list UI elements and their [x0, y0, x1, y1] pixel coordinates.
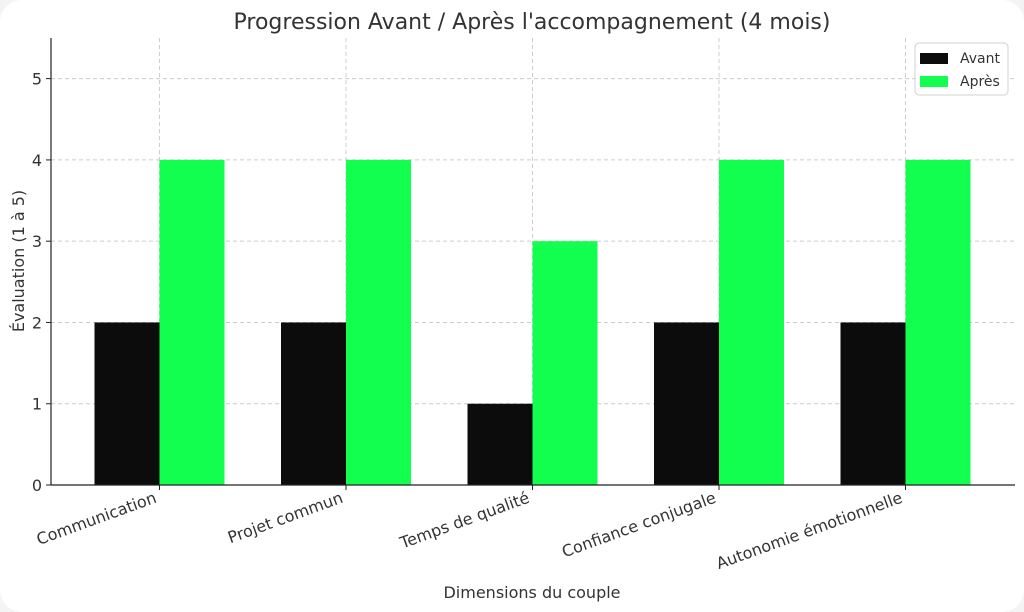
bar-avant [840, 322, 906, 485]
x-axis-label: Dimensions du couple [443, 583, 620, 602]
y-tick-label: 1 [32, 395, 42, 414]
legend: Avant Après [914, 42, 1009, 96]
bar-après [719, 159, 784, 485]
bar-après [346, 159, 411, 485]
y-tick-label: 0 [32, 476, 42, 495]
legend-label: Après [960, 74, 1000, 90]
y-tick-label: 3 [32, 232, 42, 251]
x-ticks: Communication Projet commun Temps de quali… [34, 485, 906, 573]
x-tick-label: Projet commun [225, 488, 345, 547]
bar-avant [281, 322, 346, 485]
y-tick-label: 4 [32, 151, 42, 170]
y-ticks: 0 1 2 3 4 5 [32, 70, 51, 495]
bar-avant [94, 322, 160, 485]
x-tick-label: Communication [34, 488, 159, 549]
y-tick-label: 2 [32, 313, 42, 332]
bar-avant [467, 403, 533, 485]
chart-title: Progression Avant / Après l'accompagneme… [234, 10, 831, 35]
bar-avant [654, 322, 719, 485]
legend-swatch [920, 53, 948, 64]
bar-après [905, 159, 971, 485]
x-tick-label: Temps de qualité [396, 488, 531, 553]
y-axis-label: Évaluation (1 à 5) [9, 190, 28, 332]
bars [94, 159, 971, 485]
x-tick-label: Autonomie émotionnelle [714, 488, 905, 573]
bar-après [532, 241, 598, 485]
legend-label: Avant [960, 51, 1000, 67]
y-tick-label: 5 [32, 70, 42, 89]
legend-swatch [920, 76, 948, 87]
bar-après [159, 159, 225, 485]
x-tick-label: Confiance conjugale [559, 488, 718, 561]
